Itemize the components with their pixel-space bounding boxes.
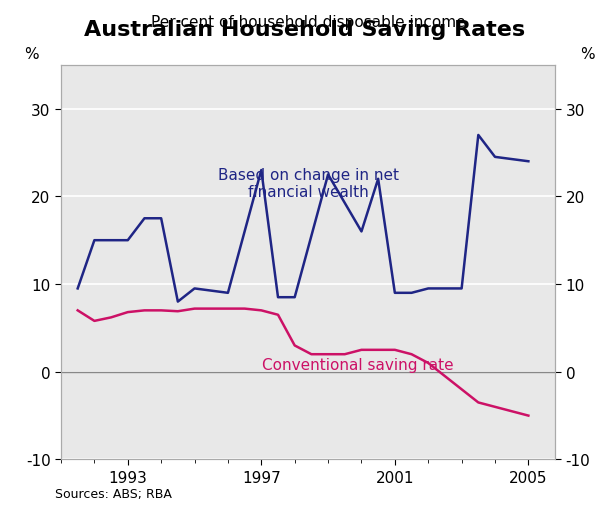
Title: Per cent of household disposable income: Per cent of household disposable income xyxy=(151,15,465,30)
Text: Conventional saving rate: Conventional saving rate xyxy=(262,358,453,373)
Text: %: % xyxy=(580,47,595,62)
Text: %: % xyxy=(24,47,38,62)
Text: Based on change in net
financial wealth: Based on change in net financial wealth xyxy=(218,168,398,200)
Text: Sources: ABS; RBA: Sources: ABS; RBA xyxy=(55,487,172,500)
Text: Australian Household Saving Rates: Australian Household Saving Rates xyxy=(84,20,526,40)
